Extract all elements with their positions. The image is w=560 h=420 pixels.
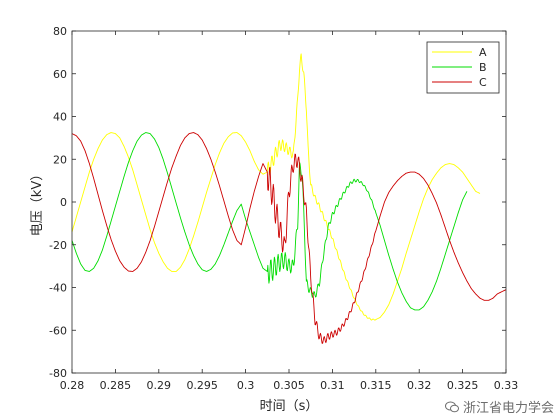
x-tick-label: 0.28	[60, 379, 85, 392]
wechat-icon	[444, 401, 459, 412]
x-tick-label: 0.31	[320, 379, 345, 392]
x-tick-label: 0.315	[360, 379, 392, 392]
legend: ABC	[426, 41, 500, 94]
series-line-A	[71, 53, 481, 321]
x-tick-label: 0.33	[494, 379, 519, 392]
x-tick-label: 0.305	[273, 379, 305, 392]
x-tick-label: 0.29	[147, 379, 172, 392]
y-tick-label: 40	[53, 111, 67, 124]
x-axis-title: 时间（s）	[260, 399, 319, 414]
series-layer	[71, 53, 507, 344]
legend-label-A: A	[479, 46, 487, 59]
series-line-C	[71, 132, 507, 344]
x-tick-label: 0.285	[100, 379, 132, 392]
watermark-label: 浙江省电力学会	[462, 401, 554, 416]
y-tick-label: -20	[49, 239, 67, 252]
y-tick-label: 0	[60, 196, 67, 209]
x-tick-label: 0.3	[237, 379, 255, 392]
watermark: 浙江省电力学会	[444, 397, 554, 416]
y-tick-label: -60	[49, 324, 67, 337]
x-tick-label: 0.295	[186, 379, 218, 392]
x-tick-label: 0.325	[447, 379, 479, 392]
x-tick-label: 0.32	[407, 379, 432, 392]
legend-label-C: C	[479, 76, 487, 89]
y-tick-label: -80	[49, 367, 67, 380]
y-axis-title: 电压（kV）	[30, 168, 45, 236]
y-tick-label: 80	[53, 25, 67, 38]
y-tick-label: 20	[53, 153, 67, 166]
y-tick-label: 60	[53, 68, 67, 81]
legend-label-B: B	[479, 61, 487, 74]
y-tick-label: -40	[49, 282, 67, 295]
series-line-B	[71, 132, 468, 311]
tick-layer: 0.28 0.285 0.29 0.295 0.3 0.305 0.31 0.315 0.32 0…	[49, 25, 518, 392]
